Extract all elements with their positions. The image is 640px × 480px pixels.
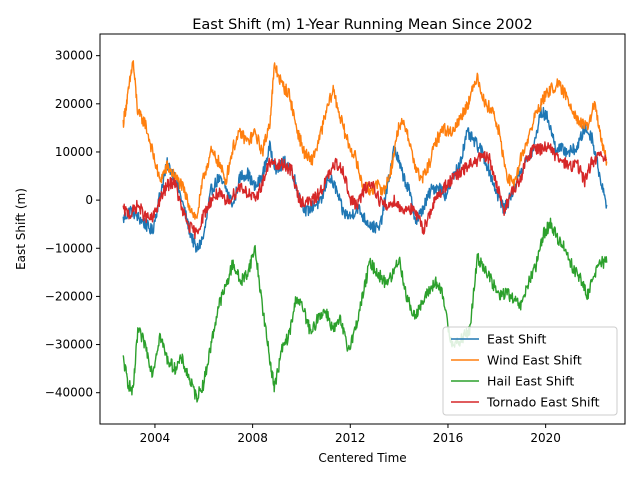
legend-entry-label: Tornado East Shift	[486, 395, 600, 410]
x-tick-label: 2016	[433, 431, 464, 445]
y-tick-label: 30000	[55, 49, 93, 63]
y-tick-label: −10000	[45, 241, 93, 255]
x-axis: 2004 2008 2012 2016 2020	[140, 424, 561, 445]
legend-entry-label: Wind East Shift	[487, 353, 582, 368]
legend-entry-label: Hail East Shift	[487, 374, 574, 389]
y-tick-label: 0	[85, 193, 93, 207]
legend-box	[442, 326, 618, 416]
x-tick-label: 2012	[335, 431, 366, 445]
series-line-tornado-east-shift	[122, 141, 608, 240]
legend: East Shift Wind East Shift Hail East Shift…	[442, 326, 618, 416]
y-tick-label: −30000	[45, 338, 93, 352]
series-line-hail-east-shift	[122, 217, 608, 403]
x-tick-label: 2008	[237, 431, 268, 445]
y-axis-label: East Shift (m)	[14, 188, 28, 270]
series-lines	[122, 60, 608, 403]
x-tick-label: 2020	[530, 431, 561, 445]
axes-frame	[99, 33, 626, 425]
y-tick-label: −20000	[45, 289, 93, 303]
series-line-east-shift	[122, 104, 608, 253]
x-axis-label: Centered Time	[318, 451, 406, 465]
y-tick-label: −40000	[45, 386, 93, 400]
y-axis: −40000 −30000 −20000 −10000 0 10000 20000 30000	[45, 49, 100, 400]
chart-title: East Shift (m) 1-Year Running Mean Since…	[192, 17, 533, 33]
y-tick-label: 10000	[55, 145, 93, 159]
legend-entry-label: East Shift	[487, 332, 546, 347]
y-tick-label: 20000	[55, 97, 93, 111]
x-tick-label: 2004	[140, 431, 171, 445]
series-line-wind-east-shift	[122, 60, 608, 220]
